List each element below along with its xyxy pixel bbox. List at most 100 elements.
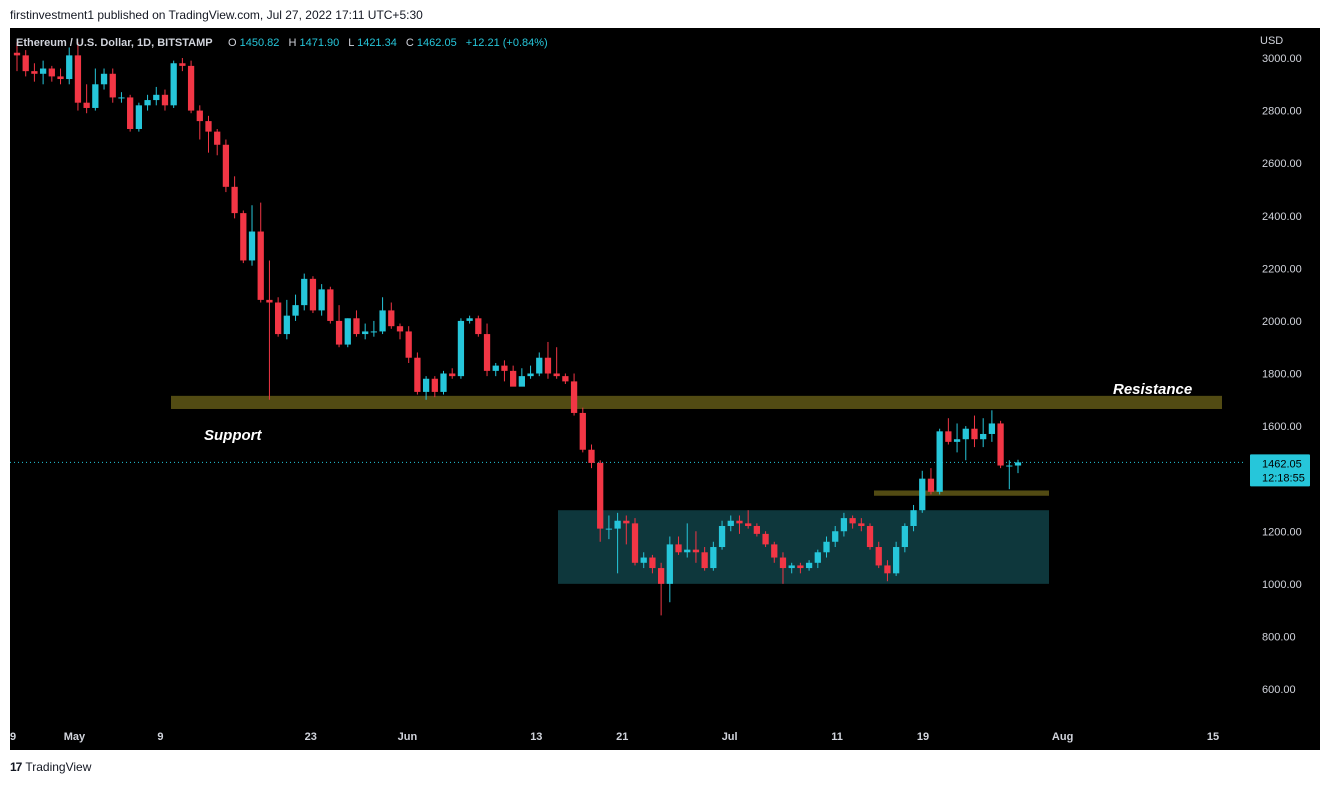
candle[interactable]	[875, 541, 882, 569]
candle[interactable]	[614, 512, 621, 574]
candle[interactable]	[640, 552, 647, 569]
candle[interactable]	[692, 531, 700, 563]
candle[interactable]	[292, 294, 299, 321]
candle[interactable]	[631, 518, 639, 566]
candle[interactable]	[866, 523, 874, 550]
candle[interactable]	[762, 531, 769, 548]
candle[interactable]	[248, 205, 256, 266]
candle[interactable]	[553, 347, 560, 379]
candle[interactable]	[170, 60, 177, 108]
candle[interactable]	[457, 318, 465, 379]
candle[interactable]	[483, 323, 491, 377]
candle[interactable]	[710, 541, 717, 571]
candle[interactable]	[327, 286, 334, 324]
chart-frame[interactable]: Support Resistance 3000.00 2800.00 2600.00 2…	[10, 28, 1320, 750]
candle[interactable]	[335, 305, 343, 348]
candle[interactable]	[449, 368, 456, 379]
zone-resistance[interactable]	[171, 395, 1222, 409]
candle[interactable]	[945, 418, 952, 445]
candle[interactable]	[475, 315, 482, 337]
candle[interactable]	[588, 444, 595, 469]
candle[interactable]	[745, 510, 752, 529]
candle[interactable]	[605, 515, 613, 540]
candle[interactable]	[283, 299, 290, 340]
candle[interactable]	[48, 65, 55, 82]
candle[interactable]	[858, 518, 865, 532]
tradingview-footer[interactable]: 17 TradingView	[10, 760, 91, 774]
candle[interactable]	[518, 368, 525, 387]
candle[interactable]	[832, 525, 839, 548]
candle[interactable]	[22, 50, 29, 77]
candle[interactable]	[74, 42, 82, 111]
candle[interactable]	[884, 560, 891, 582]
candle[interactable]	[396, 323, 404, 340]
candle[interactable]	[431, 376, 438, 398]
candle[interactable]	[144, 94, 151, 111]
candle[interactable]	[701, 547, 708, 571]
price-axis[interactable]: 3000.00 2800.00 2600.00 2400.00 2200.00 2000.…	[1262, 53, 1302, 696]
candle[interactable]	[153, 86, 160, 106]
candle[interactable]	[39, 60, 47, 85]
candle[interactable]	[579, 407, 586, 453]
candle[interactable]	[31, 63, 38, 82]
candle[interactable]	[66, 47, 73, 85]
zone-range[interactable]	[558, 510, 1049, 584]
candle[interactable]	[536, 352, 543, 377]
zone-minor[interactable]	[874, 490, 1049, 496]
candle[interactable]	[797, 562, 804, 574]
candle[interactable]	[927, 468, 935, 495]
candle[interactable]	[666, 536, 673, 603]
candle[interactable]	[257, 202, 264, 303]
candle[interactable]	[771, 541, 778, 563]
candle[interactable]	[222, 139, 230, 193]
candle[interactable]	[492, 362, 499, 377]
candle[interactable]	[1014, 459, 1022, 474]
candle[interactable]	[353, 310, 360, 337]
candle[interactable]	[379, 297, 386, 335]
candle[interactable]	[684, 523, 691, 558]
candle[interactable]	[309, 276, 317, 314]
candle[interactable]	[753, 523, 761, 537]
candle[interactable]	[997, 420, 1004, 469]
candle[interactable]	[736, 515, 743, 534]
candle[interactable]	[919, 470, 926, 513]
candle[interactable]	[980, 418, 987, 448]
candle[interactable]	[83, 84, 90, 114]
candle[interactable]	[893, 541, 900, 576]
candle[interactable]	[127, 94, 134, 132]
candle[interactable]	[388, 302, 395, 329]
candle[interactable]	[1006, 460, 1013, 490]
candle[interactable]	[118, 92, 125, 103]
candle[interactable]	[205, 115, 212, 153]
candle[interactable]	[675, 536, 682, 555]
candle[interactable]	[910, 504, 917, 532]
candle[interactable]	[196, 105, 203, 140]
candle[interactable]	[187, 60, 195, 114]
candle[interactable]	[266, 260, 273, 400]
candle[interactable]	[135, 102, 142, 132]
candle[interactable]	[805, 560, 813, 571]
candle[interactable]	[161, 89, 169, 111]
candle[interactable]	[814, 549, 821, 569]
candle[interactable]	[301, 273, 308, 311]
candle[interactable]	[274, 297, 282, 337]
candle[interactable]	[971, 415, 978, 448]
candle[interactable]	[510, 365, 517, 387]
support-label[interactable]: Support	[204, 427, 262, 444]
candle[interactable]	[318, 284, 325, 316]
candle[interactable]	[953, 423, 961, 453]
candle[interactable]	[718, 520, 726, 550]
candle[interactable]	[901, 523, 908, 553]
candle[interactable]	[414, 352, 421, 395]
candle[interactable]	[936, 428, 943, 495]
candle[interactable]	[344, 318, 351, 348]
candle[interactable]	[570, 373, 578, 416]
candle[interactable]	[823, 536, 830, 558]
candle[interactable]	[544, 341, 552, 379]
candle[interactable]	[840, 512, 848, 537]
candle[interactable]	[657, 562, 665, 616]
candle[interactable]	[779, 552, 787, 584]
candle[interactable]	[788, 562, 795, 574]
candle[interactable]	[57, 68, 64, 85]
candle[interactable]	[597, 460, 604, 542]
